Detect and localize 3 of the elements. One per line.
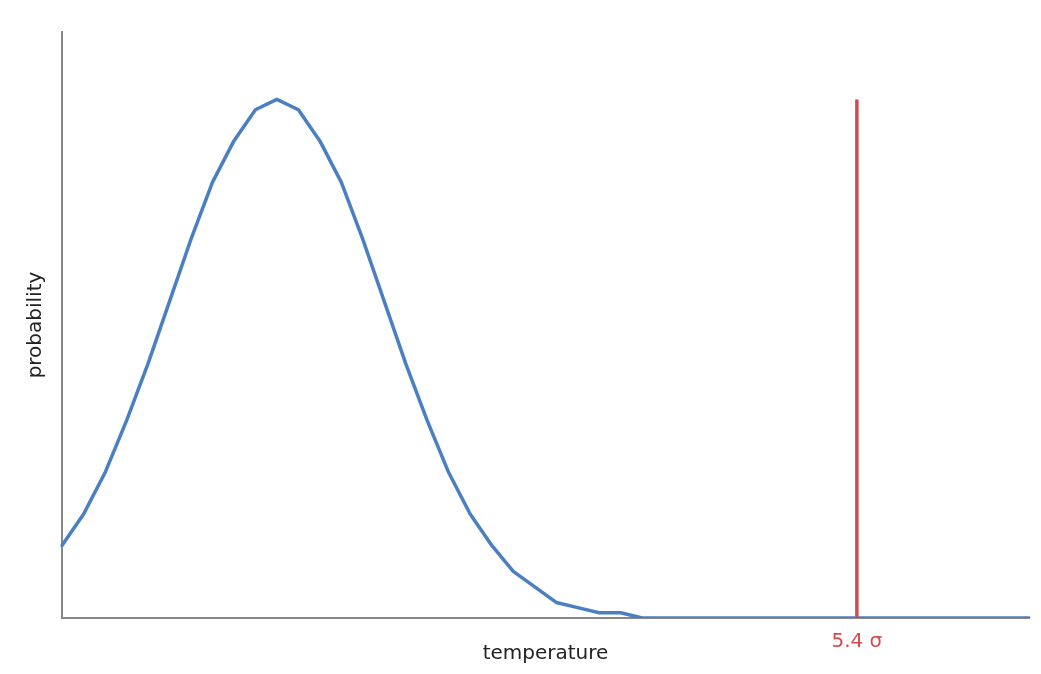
x-axis-title: temperature [482,640,609,665]
text: 5.4 σ [831,628,883,653]
y-axis-title: probability [22,271,47,379]
